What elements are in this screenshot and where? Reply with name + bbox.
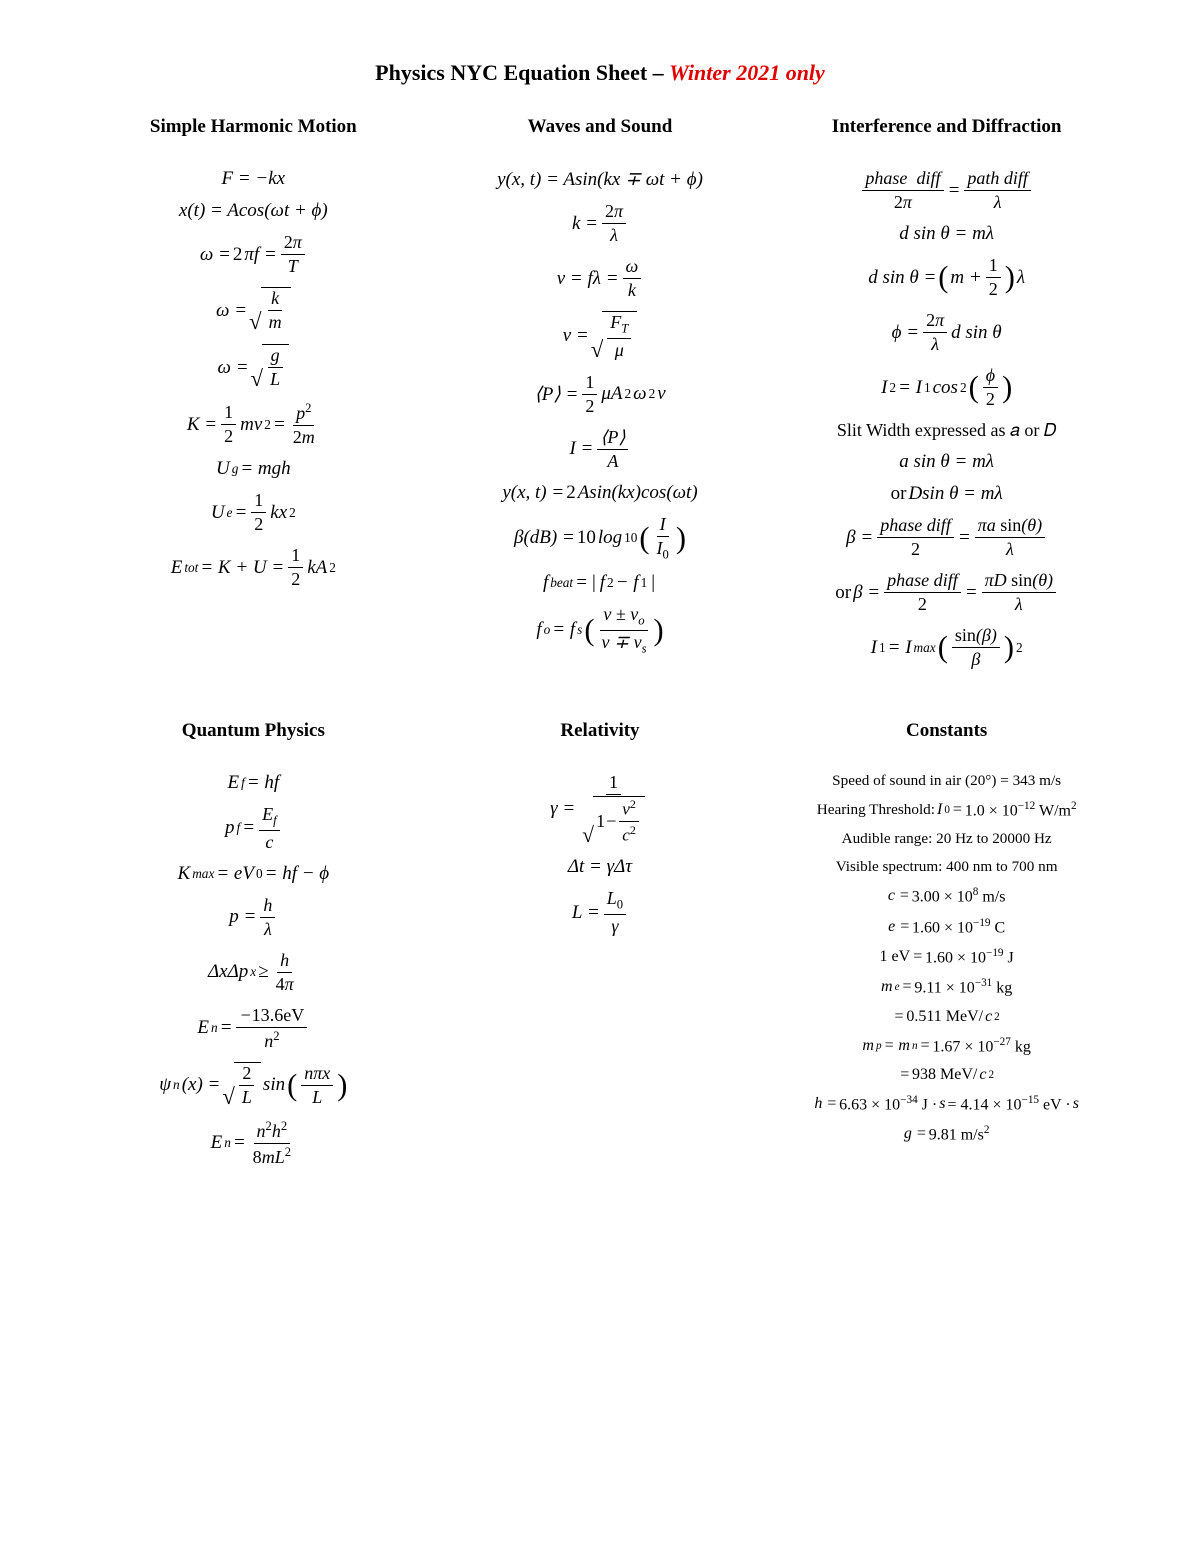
slit-width-note: Slit Width expressed as 𝑎 or 𝐷 <box>837 420 1057 441</box>
interference-equations: phase diff2π = path diffλ d sin θ = mλ d… <box>835 168 1058 670</box>
waves-title: Waves and Sound <box>528 116 673 138</box>
eq-i2: I2 = I1 cos2(ϕ2) <box>881 365 1012 410</box>
constants-list: Speed of sound in air (20°) = 343 m/s He… <box>814 772 1079 1145</box>
eq-omega-f: ω = 2πf = 2πT <box>200 232 307 277</box>
eq-double-slit-max: d sin θ = mλ <box>899 223 994 245</box>
eq-phase-phi: ϕ = 2πλd sin θ <box>892 310 1002 355</box>
eq-beat: fbeat = |f2 − f1| <box>543 572 657 594</box>
eq-etot: Etot = K + U = 12kA2 <box>171 545 336 590</box>
const-audible: Audible range: 20 Hz to 20000 Hz <box>842 830 1052 848</box>
section-shm: Simple Harmonic Motion F = −kx x(t) = Ac… <box>90 116 417 670</box>
eq-wave-y: y(x, t) = Asin(kx ∓ ωt + ϕ) <box>497 168 703 191</box>
const-visible: Visible spectrum: 400 nm to 700 nm <box>836 858 1058 876</box>
constants-title: Constants <box>906 720 987 742</box>
eq-debroglie: p = hλ <box>229 895 277 940</box>
eq-double-slit-min: d sin θ = (m + 12)λ <box>868 255 1025 300</box>
relativity-title: Relativity <box>560 720 639 742</box>
eq-box-energy: En = n2h28mL2 <box>211 1119 296 1168</box>
eq-single-slit-d: or Dsin θ = mλ <box>891 483 1003 505</box>
eq-kinetic: K = 12mv2 = p22m <box>187 401 320 448</box>
const-sound: Speed of sound in air (20°) = 343 m/s <box>832 772 1061 790</box>
const-me-mev: = 0.511 MeV/c2 <box>894 1008 1000 1026</box>
section-interference: Interference and Diffraction phase diff2… <box>783 116 1110 670</box>
quantum-equations: Ef = hf pf = Efc Kmax = eV0 = hf − ϕ p =… <box>159 772 347 1168</box>
eq-omega-pendulum: ω = √gL <box>218 344 290 391</box>
const-e: e = 1.60 × 10−19 C <box>888 917 1005 937</box>
eq-intensity: I = ⟨P⟩A <box>569 427 630 472</box>
eq-avg-power: ⟨P⟩ = 12μA2ω2v <box>534 372 665 417</box>
relativity-equations: γ = 1√1 − v2c2 Δt = γΔτ L = L0γ <box>550 772 650 937</box>
title-text-red: Winter 2021 only <box>669 60 825 85</box>
eq-string-speed: v = √FTμ <box>563 311 638 362</box>
page-title: Physics NYC Equation Sheet – Winter 2021… <box>90 60 1110 86</box>
section-quantum: Quantum Physics Ef = hf pf = Efc Kmax = … <box>90 720 417 1168</box>
eq-beta-a: β = phase diff2 = πa sin(θ)λ <box>846 515 1047 560</box>
eq-beta-d: or β = phase diff2 = πD sin(θ)λ <box>835 570 1058 615</box>
eq-omega-spring: ω = √km <box>216 287 291 334</box>
const-hearing: Hearing Threshold: I0 = 1.0 × 10−12 W/m2 <box>817 800 1077 820</box>
eq-i1-sinc: I1 = Imax(sin(β)β)2 <box>871 625 1023 670</box>
eq-single-slit-a: a sin θ = mλ <box>899 451 994 473</box>
eq-ug: Ug = mgh <box>216 458 291 480</box>
eq-hydrogen-energy: En = −13.6eVn2 <box>197 1005 309 1052</box>
const-mp-mev: = 938 MeV/c2 <box>899 1066 994 1084</box>
eq-length-contraction: L = L0γ <box>572 888 628 937</box>
eq-hookes-law: F = −kx <box>222 168 286 190</box>
eq-uncertainty: ΔxΔpx ≥ h4π <box>208 950 299 995</box>
section-relativity: Relativity γ = 1√1 − v2c2 Δt = γΔτ L = L… <box>437 720 764 1168</box>
eq-position: x(t) = Acos(ωt + ϕ) <box>179 200 328 222</box>
const-g: g = 9.81 m/s2 <box>904 1124 990 1144</box>
eq-wave-speed: v = fλ = ωk <box>557 256 644 301</box>
eq-standing-wave: y(x, t) = 2Asin(kx)cos(ωt) <box>502 482 697 504</box>
shm-title: Simple Harmonic Motion <box>150 116 357 138</box>
const-me: me = 9.11 × 10−31 kg <box>881 977 1012 997</box>
eq-photon-energy: Ef = hf <box>227 772 279 794</box>
waves-equations: y(x, t) = Asin(kx ∓ ωt + ϕ) k = 2πλ v = … <box>497 168 703 656</box>
title-text-main: Physics NYC Equation Sheet – <box>375 60 669 85</box>
eq-wavefunction: ψn(x) = √2Lsin(nπxL) <box>159 1062 347 1109</box>
eq-photon-momentum: pf = Efc <box>225 804 282 853</box>
interference-title: Interference and Diffraction <box>832 116 1062 138</box>
const-c: c = 3.00 × 108 m/s <box>888 886 1006 906</box>
shm-equations: F = −kx x(t) = Acos(ωt + ϕ) ω = 2πf = 2π… <box>171 168 336 590</box>
eq-decibel: β(dB) = 10log10(II0) <box>514 514 686 563</box>
section-constants: Constants Speed of sound in air (20°) = … <box>783 720 1110 1168</box>
eq-wavenumber: k = 2πλ <box>572 201 628 246</box>
eq-time-dilation: Δt = γΔτ <box>568 856 632 878</box>
eq-phase-path: phase diff2π = path diffλ <box>860 168 1033 213</box>
eq-ue: Ue = 12kx2 <box>211 490 296 535</box>
eq-doppler: fo = fs(v ± vov ∓ vs) <box>536 604 663 656</box>
const-mp: mp = mn = 1.67 × 10−27 kg <box>862 1036 1030 1056</box>
quantum-title: Quantum Physics <box>182 720 325 742</box>
content-grid: Simple Harmonic Motion F = −kx x(t) = Ac… <box>90 116 1110 1168</box>
section-waves: Waves and Sound y(x, t) = Asin(kx ∓ ωt +… <box>437 116 764 670</box>
const-h: h = 6.63 × 10−34 J · s = 4.14 × 10−15 eV… <box>814 1094 1079 1114</box>
eq-gamma: γ = 1√1 − v2c2 <box>550 772 650 846</box>
eq-photoelectric: Kmax = eV0 = hf − ϕ <box>178 863 330 885</box>
const-ev: 1 eV = 1.60 × 10−19 J <box>880 947 1014 967</box>
